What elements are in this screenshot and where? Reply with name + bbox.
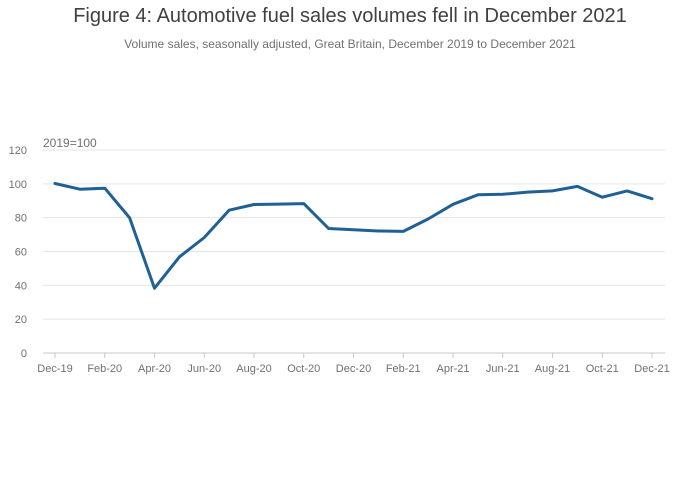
data-point[interactable] [621,185,633,197]
data-point[interactable] [49,177,61,189]
data-point[interactable] [273,198,285,210]
data-point[interactable] [646,193,658,205]
x-tick-label: Feb-20 [87,363,122,375]
chart-title: Figure 4: Automotive fuel sales volumes … [73,5,627,27]
data-point[interactable] [323,222,335,234]
y-tick-label: 100 [9,179,27,191]
x-tick-label: Apr-21 [436,363,469,375]
x-tick-label: Oct-20 [287,363,320,375]
gridlines [43,149,665,354]
x-tick-label: Aug-21 [535,363,570,375]
y-tick-label: 20 [15,314,27,326]
x-tick-label: Dec-19 [37,363,72,375]
data-point[interactable] [372,225,384,237]
x-axis: Dec-19 Feb-20 Apr-20 Jun-20 Aug-20 Oct-20 Dec-… [37,353,670,375]
data-point[interactable] [472,189,484,201]
data-point[interactable] [497,188,509,200]
data-point[interactable] [223,204,235,216]
x-tick-label: Aug-20 [236,363,271,375]
data-point[interactable] [149,282,161,294]
x-tick-label: Oct-21 [586,363,619,375]
series-group [49,177,658,294]
data-point[interactable] [547,185,559,197]
data-point[interactable] [348,224,360,236]
y-tick-label: 120 [9,145,27,157]
data-point[interactable] [198,231,210,243]
y-tick-label: 80 [15,213,27,225]
y-tick-label: 0 [21,348,27,360]
data-point[interactable] [124,212,136,224]
data-point[interactable] [99,182,111,194]
chart-subtitle: Volume sales, seasonally adjusted, Great… [124,37,576,51]
x-tick-label: Jun-21 [486,363,520,375]
data-point[interactable] [571,180,583,192]
series-line-0 [53,182,654,290]
x-tick-label: Feb-21 [386,363,421,375]
data-point[interactable] [397,225,409,237]
data-point[interactable] [596,191,608,203]
y-tick-label: 60 [15,247,27,259]
data-point[interactable] [447,198,459,210]
x-tick-label: Apr-20 [138,363,171,375]
data-point[interactable] [298,198,310,210]
data-point[interactable] [173,251,185,263]
y-tick-label: 40 [15,280,27,292]
data-point[interactable] [248,198,260,210]
data-point[interactable] [74,183,86,195]
y-axis: 0 20 40 60 80 100 120 [9,145,27,360]
data-point[interactable] [522,186,534,198]
x-tick-label: Dec-20 [336,363,371,375]
x-tick-label: Dec-21 [634,363,669,375]
data-point[interactable] [422,213,434,225]
x-tick-label: Jun-20 [187,363,221,375]
unit-label: 2019=100 [43,136,97,150]
